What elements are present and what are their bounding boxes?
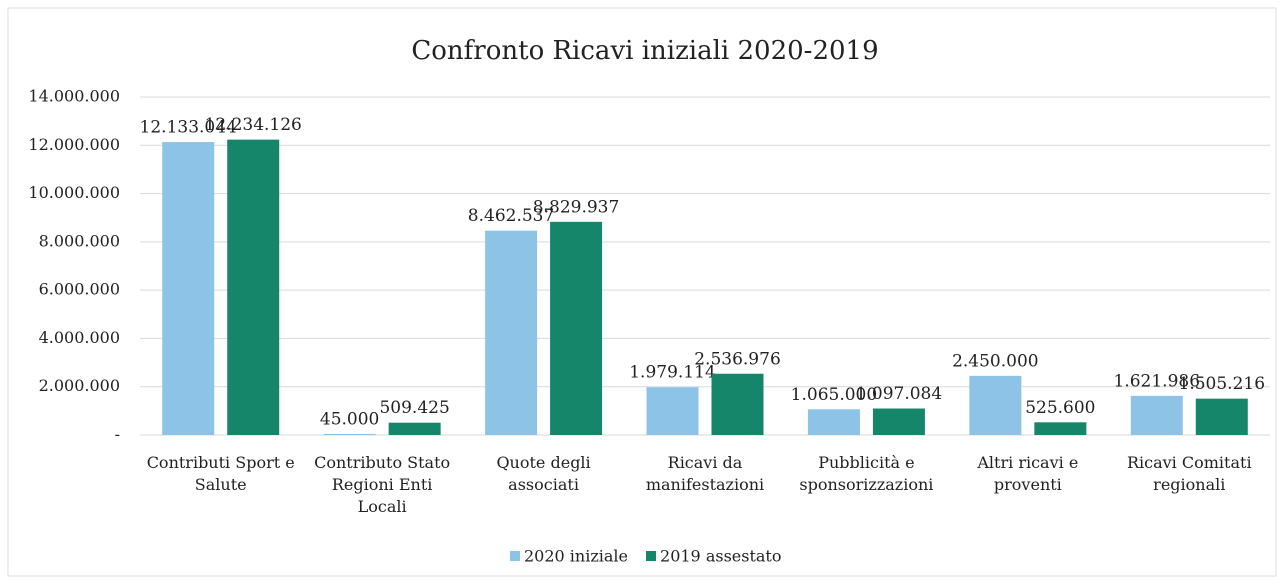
bar (162, 142, 215, 435)
legend-label: 2020 iniziale (524, 547, 628, 566)
bar (646, 387, 699, 435)
y-tick-label: 12.000.000 (28, 135, 120, 154)
bar (485, 230, 538, 435)
legend-swatch (510, 551, 520, 561)
value-label: 1.097.084 (856, 384, 943, 404)
bar (711, 373, 764, 435)
value-label: 45.000 (320, 409, 379, 429)
x-tick-label: Quote degli associati (496, 453, 591, 494)
chart-border (7, 7, 1277, 577)
value-label: 1.505.216 (1179, 374, 1266, 394)
x-tick-label: Contributo Stato Regioni Enti Locali (314, 453, 451, 516)
legend-label: 2019 assestato (660, 547, 781, 566)
value-label: 8.829.937 (533, 197, 620, 217)
x-tick-label: Ricavi Comitati regionali (1126, 453, 1252, 494)
value-label: 12.234.126 (205, 115, 302, 135)
bar (1034, 422, 1087, 435)
y-tick-label: 14.000.000 (28, 87, 120, 106)
bar (872, 408, 925, 435)
value-label: 509.425 (379, 398, 449, 418)
legend-swatch (646, 551, 657, 561)
value-label: 2.450.000 (952, 351, 1039, 371)
x-tick-label: Ricavi da manifestazioni (645, 453, 765, 494)
bar (388, 422, 441, 435)
x-tick-label: Contributi Sport e Salute (146, 453, 295, 494)
bar (550, 221, 603, 435)
value-label: 1.979.114 (629, 363, 716, 383)
value-label: 12.133.044 (140, 118, 237, 138)
bar (323, 433, 376, 435)
value-label: 525.600 (1025, 398, 1095, 418)
chart-title: Confronto Ricavi iniziali 2020-2019 (411, 36, 878, 66)
y-tick-label: 6.000.000 (39, 280, 120, 299)
x-tick-label: Pubblicità e sponsorizzazioni (799, 453, 934, 494)
y-tick-label: 8.000.000 (39, 231, 120, 250)
bar (1195, 398, 1248, 435)
value-label: 1.621.986 (1114, 371, 1201, 391)
y-tick-label: 4.000.000 (39, 328, 120, 347)
bar (1130, 395, 1183, 435)
bar (969, 375, 1022, 435)
bar (227, 139, 280, 435)
bar (807, 409, 860, 435)
y-tick-label: - (115, 425, 120, 444)
value-label: 8.462.537 (468, 206, 555, 226)
x-tick-label: Altri ricavi e proventi (977, 453, 1079, 494)
y-tick-label: 2.000.000 (39, 376, 120, 395)
value-label: 2.536.976 (694, 349, 781, 369)
y-tick-label: 10.000.000 (28, 183, 120, 202)
value-label: 1.065.000 (791, 385, 878, 405)
